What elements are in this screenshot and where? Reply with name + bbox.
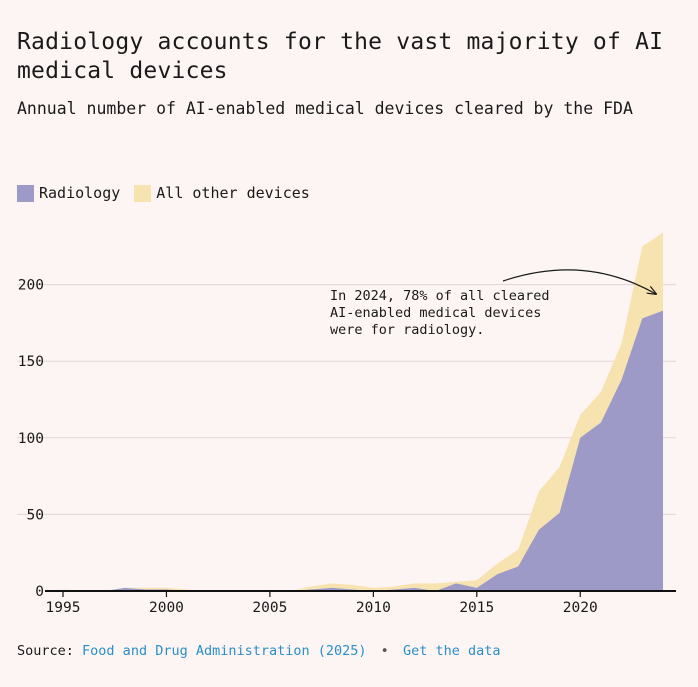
y-tick-label: 100 (18, 431, 44, 447)
annotation: In 2024, 78% of all cleared AI-enabled me… (330, 269, 656, 338)
get-data-link[interactable]: Get the data (402, 643, 501, 659)
source-line: Source: Food and Drug Administration (20… (17, 643, 501, 659)
x-tick-label: 1995 (46, 600, 81, 616)
legend: Radiology All other devices (17, 184, 324, 202)
axes: 0 50 100 150 200 1995 2000 2005 2010 2015 2020 (18, 278, 676, 616)
source-label: Source: (17, 643, 74, 659)
annotation-text: In 2024, 78% of all cleared AI-enabled me… (330, 288, 549, 338)
y-tick-label: 0 (35, 584, 44, 600)
x-tick-label: 2000 (149, 600, 184, 616)
y-tick-label: 50 (27, 507, 44, 523)
annotation-arrow (502, 269, 656, 294)
legend-item-radiology: Radiology (17, 184, 120, 202)
source-separator: • (380, 643, 389, 659)
area-radiology (63, 310, 663, 591)
y-tick-label: 150 (18, 354, 44, 370)
x-tick-label: 2015 (459, 600, 494, 616)
y-tick-label: 200 (18, 278, 44, 294)
gridlines (17, 284, 676, 515)
legend-label-other: All other devices (156, 184, 310, 202)
legend-label-radiology: Radiology (39, 184, 121, 202)
legend-swatch-other (134, 184, 152, 202)
legend-swatch-radiology (17, 184, 34, 202)
x-tick-label: 2010 (356, 600, 391, 616)
x-tick-label: 2005 (252, 600, 287, 616)
area-series (63, 232, 663, 591)
x-tick-label: 2020 (563, 600, 598, 616)
source-link[interactable]: Food and Drug Administration (2025) (82, 643, 367, 659)
chart-subtitle: Annual number of AI-enabled medical devi… (17, 99, 633, 118)
legend-item-other: All other devices (134, 184, 310, 202)
chart-title: Radiology accounts for the vast majority… (17, 29, 664, 84)
